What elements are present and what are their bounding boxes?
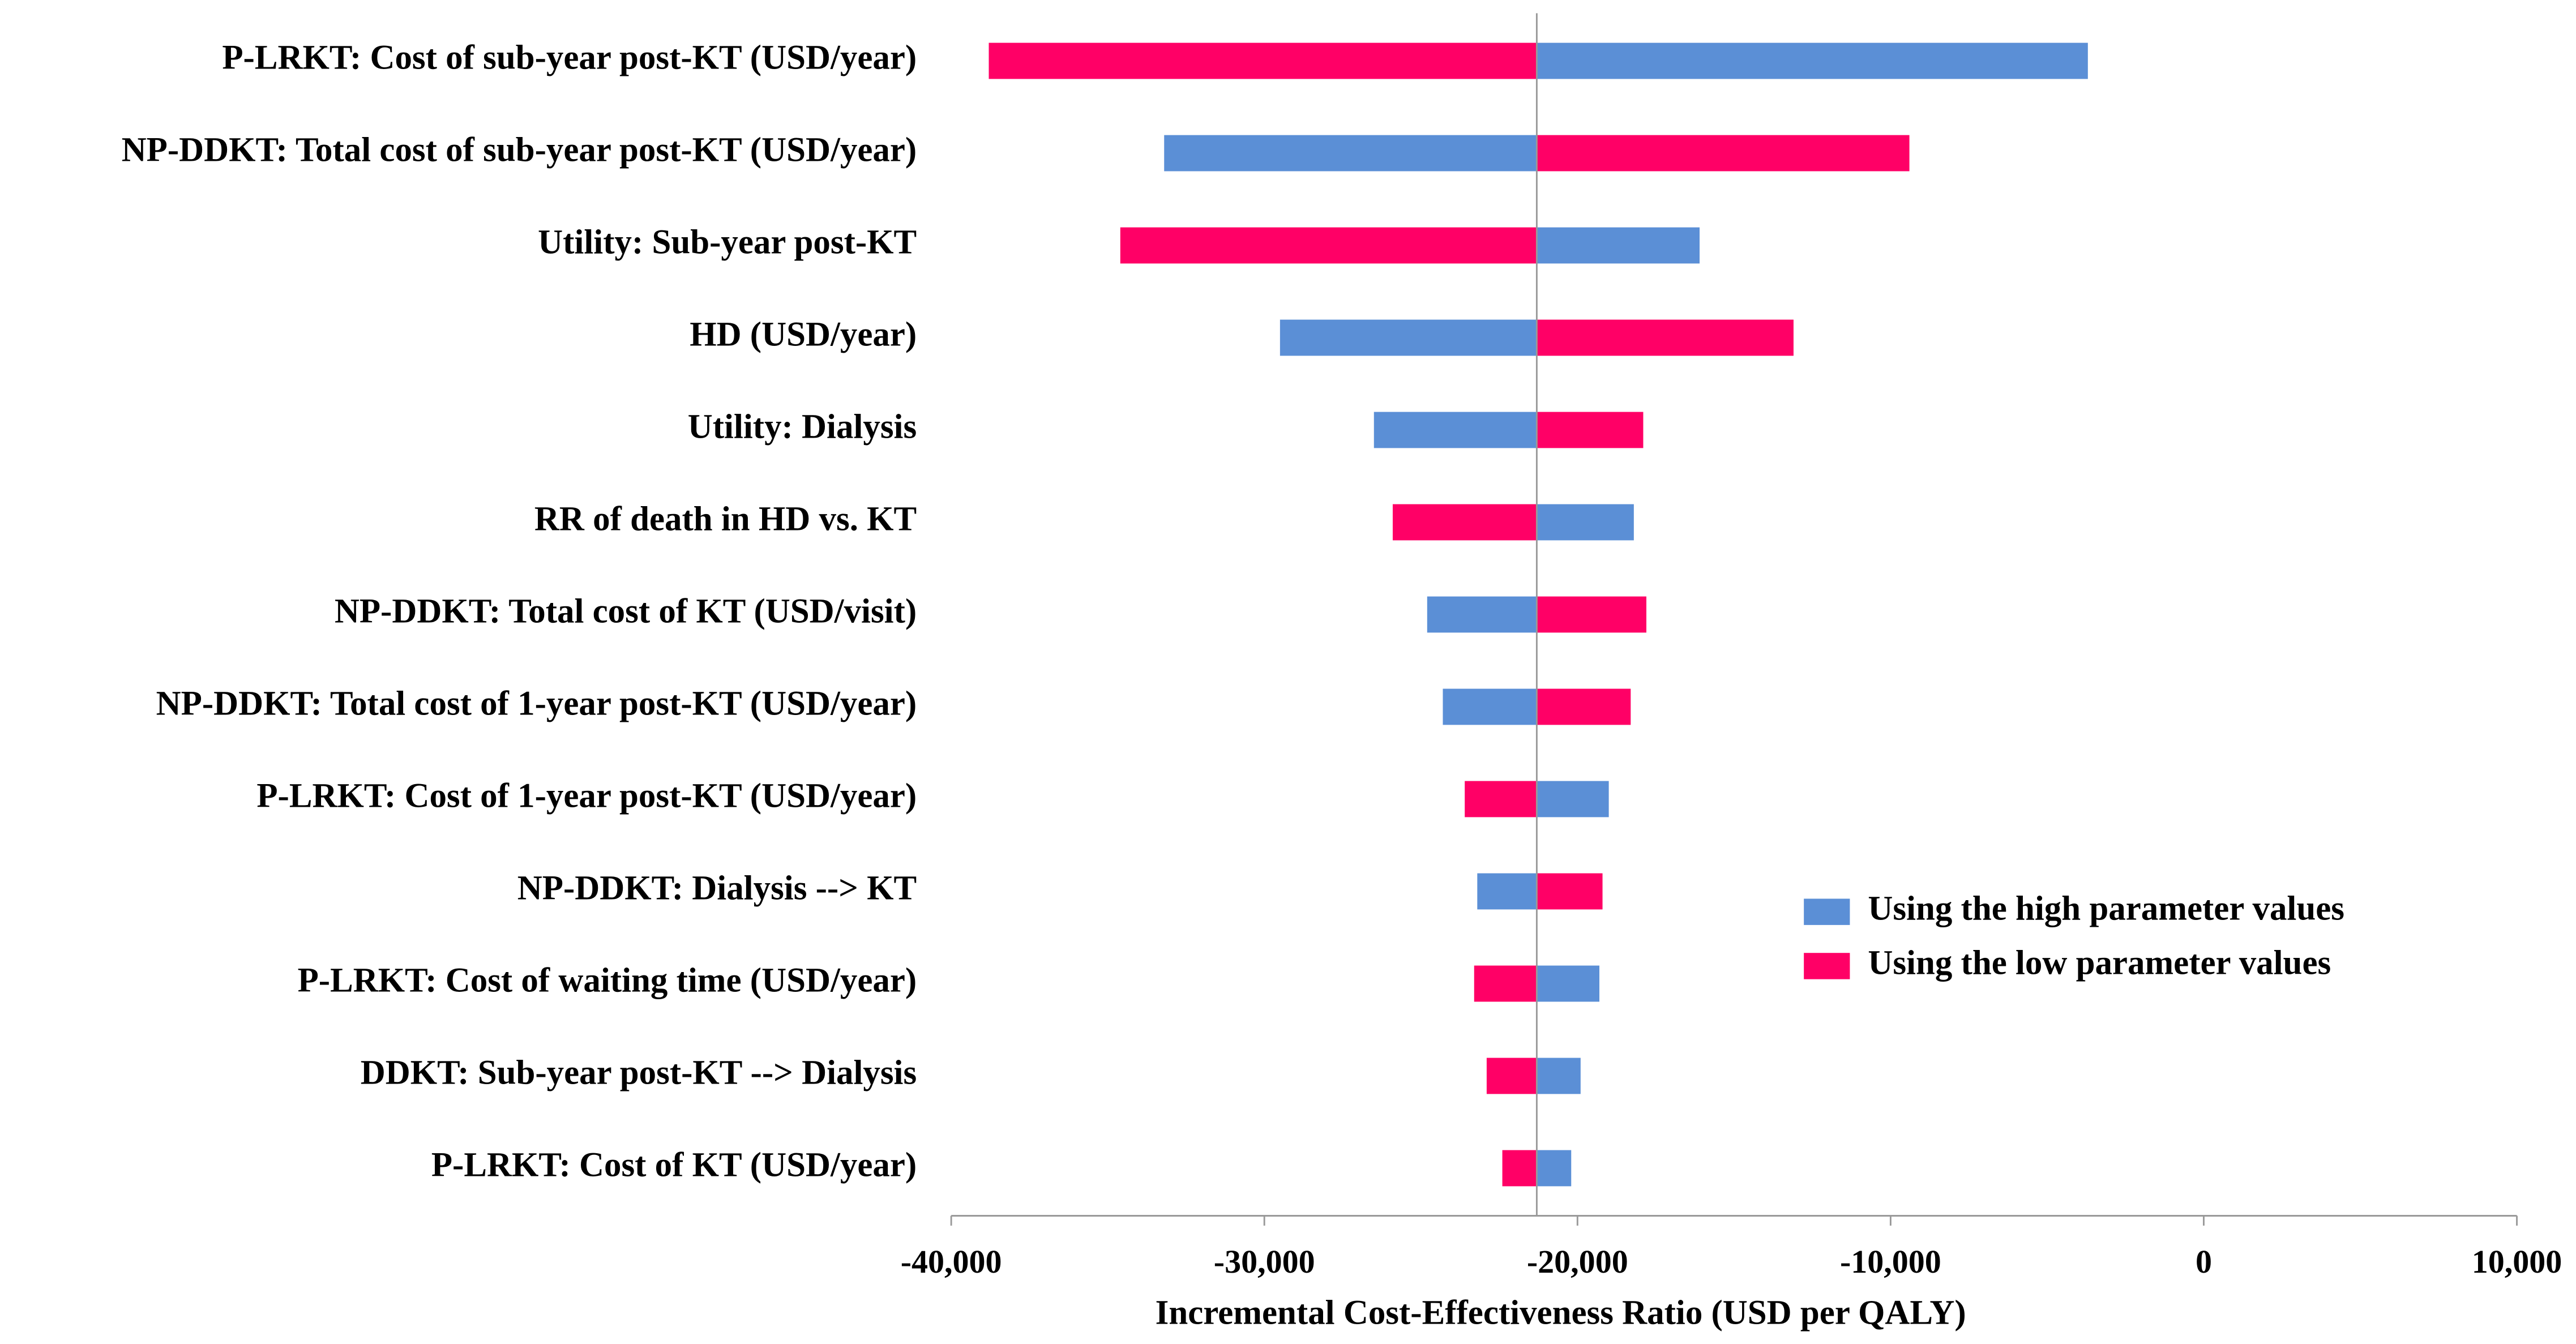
bar xyxy=(1537,596,1646,633)
bar xyxy=(1537,688,1631,725)
x-tick-label: -30,000 xyxy=(1214,1243,1315,1280)
legend-label: Using the low parameter values xyxy=(1868,944,2331,982)
category-label: NP-DDKT: Total cost of sub-year post-KT … xyxy=(122,131,917,169)
bar xyxy=(1537,504,1634,541)
bar xyxy=(1477,873,1537,910)
category-label: P-LRKT: Cost of 1-year post-KT (USD/year… xyxy=(256,777,917,815)
category-label: P-LRKT: Cost of sub-year post-KT (USD/ye… xyxy=(222,39,917,77)
x-tick-label: -10,000 xyxy=(1840,1243,1941,1280)
bar xyxy=(1164,135,1537,172)
x-tick-label: 0 xyxy=(2196,1243,2212,1280)
bar xyxy=(1537,965,1600,1002)
category-label: NP-DDKT: Dialysis --> KT xyxy=(517,869,917,907)
bar xyxy=(1537,1150,1572,1187)
x-tick-label: -20,000 xyxy=(1527,1243,1628,1280)
bar xyxy=(1537,1058,1581,1094)
bar xyxy=(1502,1150,1537,1187)
category-label: P-LRKT: Cost of waiting time (USD/year) xyxy=(298,961,917,999)
legend-swatch xyxy=(1804,953,1850,979)
category-label: HD (USD/year) xyxy=(690,316,917,354)
x-axis-title: Incremental Cost-Effectiveness Ratio (US… xyxy=(1156,1294,1966,1332)
category-label: P-LRKT: Cost of KT (USD/year) xyxy=(431,1146,917,1184)
bar xyxy=(1280,319,1537,356)
bar xyxy=(1486,1058,1537,1094)
bar xyxy=(1537,319,1794,356)
bar xyxy=(1537,873,1603,910)
bar xyxy=(989,42,1537,79)
bar xyxy=(1392,504,1537,541)
bar xyxy=(1537,42,2088,79)
bar xyxy=(1474,965,1537,1002)
bar xyxy=(1120,227,1537,264)
bar xyxy=(1537,227,1700,264)
x-tick-label: 10,000 xyxy=(2472,1243,2562,1280)
bar xyxy=(1465,781,1537,817)
category-label: Utility: Sub-year post-KT xyxy=(538,224,917,262)
legend-swatch xyxy=(1804,898,1850,925)
bar xyxy=(1537,412,1644,448)
category-label: DDKT: Sub-year post-KT --> Dialysis xyxy=(361,1054,917,1092)
bar xyxy=(1427,596,1537,633)
x-tick-label: -40,000 xyxy=(901,1243,1002,1280)
category-label: NP-DDKT: Total cost of KT (USD/visit) xyxy=(335,592,917,630)
bar xyxy=(1373,412,1537,448)
legend-label: Using the high parameter values xyxy=(1868,890,2344,928)
bar xyxy=(1537,135,1910,172)
category-label: NP-DDKT: Total cost of 1-year post-KT (U… xyxy=(156,684,917,722)
bar xyxy=(1443,688,1537,725)
category-label: RR of death in HD vs. KT xyxy=(534,500,917,538)
category-label: Utility: Dialysis xyxy=(688,408,917,446)
bar xyxy=(1537,781,1609,817)
